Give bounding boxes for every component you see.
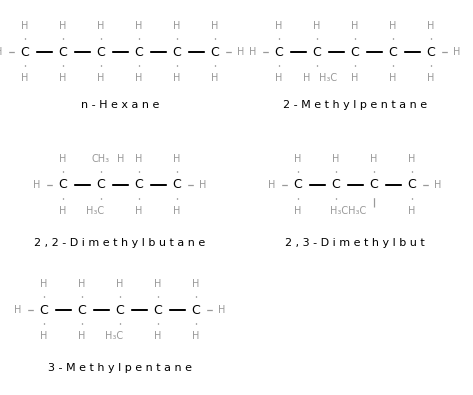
Text: C: C [173,179,181,192]
Text: H: H [79,279,86,289]
Text: H: H [79,331,86,341]
Text: H₃C: H₃C [319,73,337,83]
Text: H: H [211,73,219,83]
Text: H: H [40,279,48,289]
Text: H: H [427,21,435,31]
Text: C: C [59,45,67,58]
Text: H: H [135,154,143,164]
Text: H: H [14,305,22,315]
Text: C: C [192,303,201,316]
Text: H₃CH₃C: H₃CH₃C [330,206,366,216]
Text: C: C [115,303,124,316]
Text: H: H [154,279,162,289]
Text: H: H [173,73,181,83]
Text: H: H [294,154,302,164]
Text: H: H [173,154,181,164]
Text: H: H [408,206,416,216]
Text: H: H [59,21,67,31]
Text: H: H [199,180,207,190]
Text: H: H [154,331,162,341]
Text: H: H [21,73,29,83]
Text: H: H [117,154,125,164]
Text: H: H [333,154,340,164]
Text: H: H [193,279,200,289]
Text: C: C [59,179,67,192]
Text: C: C [369,179,378,192]
Text: H: H [389,73,397,83]
Text: C: C [389,45,397,58]
Text: 2 , 3 - D i m e t h y l b u t: 2 , 3 - D i m e t h y l b u t [285,238,425,248]
Text: C: C [78,303,87,316]
Text: H: H [211,21,219,31]
Text: H: H [173,206,181,216]
Text: C: C [135,45,143,58]
Text: C: C [313,45,321,58]
Text: H₃C: H₃C [86,206,104,216]
Text: n - H e x a n e: n - H e x a n e [81,100,159,110]
Text: H: H [21,21,29,31]
Text: 3 - M e t h y l p e n t a n e: 3 - M e t h y l p e n t a n e [48,363,192,373]
Text: H: H [389,21,397,31]
Text: C: C [173,45,181,58]
Text: H: H [370,154,377,164]
Text: C: C [96,179,105,192]
Text: H: H [453,47,461,57]
Text: C: C [21,45,29,58]
Text: H: H [427,73,435,83]
Text: H: H [408,154,416,164]
Text: H: H [275,21,283,31]
Text: H: H [249,47,257,57]
Text: C: C [96,45,105,58]
Text: H: H [219,305,226,315]
Text: H: H [33,180,41,190]
Text: H: H [351,73,359,83]
Text: H: H [313,21,321,31]
Text: C: C [40,303,48,316]
Text: C: C [332,179,341,192]
Text: C: C [408,179,416,192]
Text: 2 , 2 - D i m e t h y l b u t a n e: 2 , 2 - D i m e t h y l b u t a n e [35,238,206,248]
Text: CH₃: CH₃ [92,154,110,164]
Text: H: H [193,331,200,341]
Text: H: H [0,47,3,57]
Text: H: H [135,21,143,31]
Text: C: C [135,179,143,192]
Text: H: H [303,73,311,83]
Text: C: C [154,303,162,316]
Text: H: H [237,47,245,57]
Text: C: C [427,45,435,58]
Text: H: H [275,73,283,83]
Text: H: H [135,73,143,83]
Text: H: H [173,21,181,31]
Text: H: H [268,180,276,190]
Text: H: H [59,206,67,216]
Text: H: H [97,21,105,31]
Text: H: H [97,73,105,83]
Text: H: H [294,206,302,216]
Text: H: H [116,279,123,289]
Text: 2 - M e t h y l p e n t a n e: 2 - M e t h y l p e n t a n e [283,100,427,110]
Text: C: C [294,179,302,192]
Text: H: H [135,206,143,216]
Text: H: H [351,21,359,31]
Text: H: H [40,331,48,341]
Text: H: H [59,73,67,83]
Text: C: C [350,45,359,58]
Text: C: C [275,45,283,58]
Text: H: H [59,154,67,164]
Text: H₃C: H₃C [105,331,123,341]
Text: H: H [434,180,442,190]
Text: C: C [210,45,219,58]
